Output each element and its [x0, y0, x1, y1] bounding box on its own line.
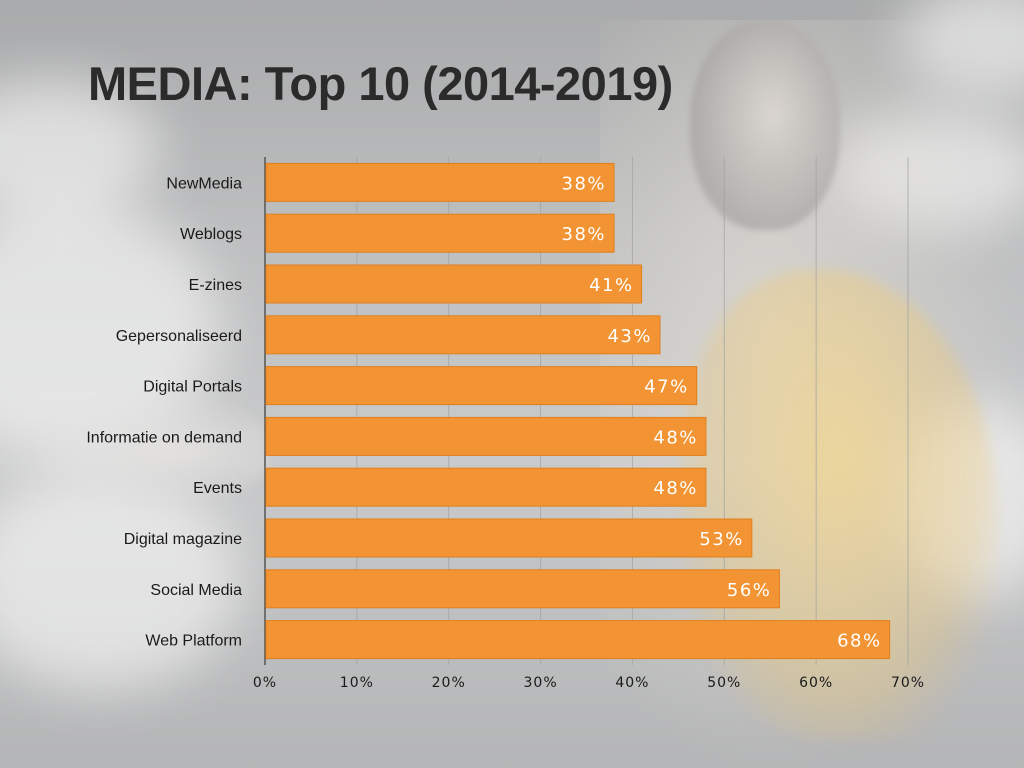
x-tick-label: 40%: [615, 675, 649, 691]
cloud-shape: [0, 470, 240, 690]
data-label: 68%: [837, 631, 882, 652]
person-garment: [680, 270, 1000, 740]
x-tick-label: 70%: [891, 675, 925, 691]
bar: [265, 569, 780, 609]
bar: [265, 162, 615, 202]
x-tick-label: 20%: [432, 675, 466, 691]
data-label: 43%: [607, 326, 652, 347]
category-label: Web Platform: [145, 633, 242, 650]
data-label: 47%: [644, 377, 689, 398]
page-title: MEDIA: Top 10 (2014-2019): [88, 57, 673, 110]
bar: [265, 620, 891, 660]
category-label: Digital magazine: [124, 531, 242, 548]
category-label: NewMedia: [166, 175, 242, 192]
x-tick-label: 30%: [524, 675, 558, 691]
x-tick-label: 0%: [253, 675, 277, 691]
category-label: Weblogs: [180, 226, 242, 243]
bars: [265, 162, 891, 660]
labels: 0% 10% 20% 30% 40% 50% 60% 70% NewMedia 38% Weblog…: [86, 173, 925, 691]
bar: [265, 213, 615, 253]
person-face: [690, 20, 840, 230]
data-label: 38%: [562, 224, 607, 245]
category-label: E-zines: [189, 277, 242, 294]
x-tick-label: 10%: [340, 675, 374, 691]
data-label: 48%: [653, 427, 698, 448]
bar: [265, 264, 643, 304]
category-label: Digital Portals: [143, 379, 242, 396]
x-tick-label: 50%: [707, 675, 741, 691]
bar: [265, 366, 698, 406]
bar: [265, 467, 707, 507]
x-tick-label: 60%: [799, 675, 833, 691]
data-label: 53%: [699, 529, 744, 550]
data-label: 56%: [727, 580, 772, 601]
data-label: 48%: [653, 478, 698, 499]
data-label: 41%: [589, 275, 634, 296]
category-label: Social Media: [150, 582, 242, 599]
data-label: 38%: [562, 173, 607, 194]
category-label: Gepersonaliseerd: [116, 328, 242, 345]
category-label: Informatie on demand: [86, 429, 242, 446]
bar: [265, 315, 661, 355]
bar: [265, 416, 707, 456]
bar: [265, 518, 753, 558]
category-label: Events: [193, 480, 242, 497]
person-hand: [30, 395, 270, 505]
